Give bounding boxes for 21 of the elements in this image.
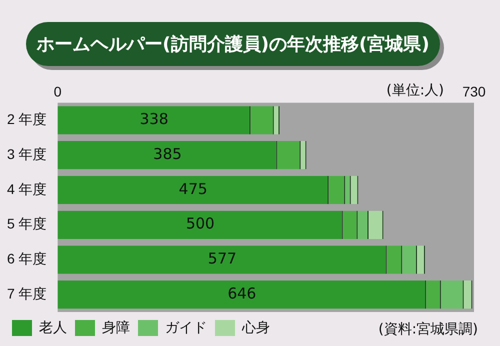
y-tick-label: 7 年度 (6, 285, 47, 302)
data-label: 338 (140, 110, 168, 128)
text: (単位:人) (386, 82, 444, 98)
data-label: 385 (153, 144, 182, 163)
x-tick-label: 0 (54, 83, 62, 100)
data-label: 646 (228, 284, 256, 302)
y-tick-label: 3 年度 (6, 146, 47, 162)
data-label: 500 (186, 214, 215, 233)
text: (資料:宮城県調) (378, 322, 478, 338)
y-tick-label: 2 年度 (6, 111, 47, 128)
legend-label: 老人 (39, 318, 67, 335)
legend-label: 心身 (241, 318, 270, 335)
x-tick-label: 730 (462, 83, 486, 100)
chart-title: ホームヘルパー(訪問介護員)の年次推移(宮城県) (26, 22, 440, 66)
y-tick-label: 6 年度 (6, 250, 47, 267)
data-label: 577 (208, 250, 237, 268)
y-tick-label: 5 年度 (6, 216, 47, 232)
legend-label: ガイド (165, 318, 207, 335)
data-label: 475 (178, 180, 208, 198)
legend-label: 身障 (102, 318, 130, 335)
y-tick-label: 4 年度 (6, 180, 47, 197)
